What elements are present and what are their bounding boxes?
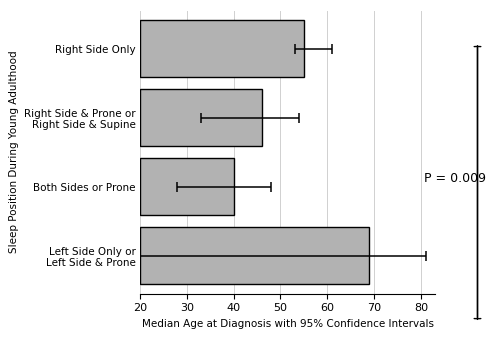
Y-axis label: Sleep Position During Young Adulthood: Sleep Position During Young Adulthood (8, 51, 18, 253)
X-axis label: Median Age at Diagnosis with 95% Confidence Intervals: Median Age at Diagnosis with 95% Confide… (142, 319, 434, 329)
Bar (140, 90, 262, 146)
Bar (140, 158, 234, 215)
Bar (140, 20, 304, 77)
Bar (140, 227, 370, 284)
Text: P = 0.009: P = 0.009 (424, 173, 486, 185)
